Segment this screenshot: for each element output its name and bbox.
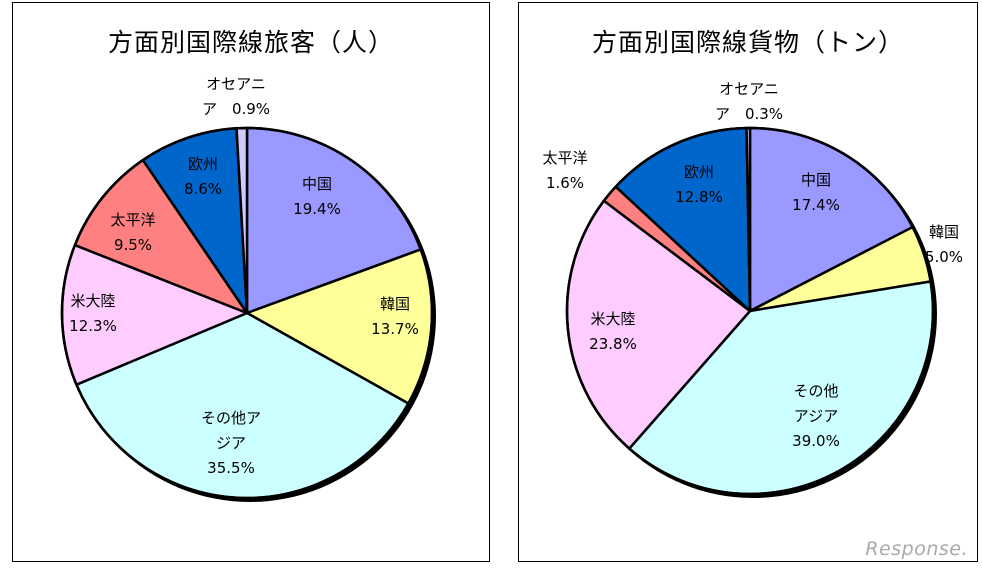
cargo-pie-outline [565,126,935,496]
cargo-chart-title: 方面別国際線貨物（トン） [591,28,904,57]
cargo-label-oceania: オセアニア 0.3% [715,80,783,123]
passenger-chart-title: 方面別国際線旅客（人） [107,28,394,57]
cargo-label-americas: 米大陸 23.8% [589,310,637,353]
cargo-chart-panel: 方面別国際線貨物（トン） 中国 17.4% 韓国 5.0% その他アジア 39.0% 米大陸… [518,2,978,562]
passenger-label-china: 中国 19.4% [293,175,341,218]
passenger-label-other-asia: その他アジア 35.5% [201,409,261,477]
passenger-pie-outline [60,126,434,500]
cargo-label-pacific: 太平洋 1.6% [542,149,587,192]
cargo-label-china: 中国 17.4% [792,171,840,214]
passenger-pie-chart: 中国 19.4% 韓国 13.7% その他アジア 35.5% 米大陸 12.3% 太平洋 9.5%… [60,75,436,502]
passenger-label-pacific: 太平洋 9.5% [110,211,155,254]
cargo-pie-chart: 中国 17.4% 韓国 5.0% その他アジア 39.0% 米大陸 23.8% 太平洋 1.6% 欧… [542,80,963,498]
cargo-label-other-asia: その他アジア 39.0% [792,382,840,450]
passenger-label-americas: 米大陸 12.3% [69,292,117,335]
response-watermark: Response. [865,538,968,560]
passenger-label-europe: 欧州 8.6% [184,155,222,198]
cargo-label-europe: 欧州 12.8% [675,163,723,206]
passenger-label-oceania: オセアニア 0.9% [202,75,270,118]
passenger-chart-panel: 方面別国際線旅客（人） 中国 19.4% 韓国 13.7% その他アジア 35.5% 米大陸… [12,2,490,562]
cargo-label-korea: 韓国 5.0% [925,223,963,266]
passenger-label-korea: 韓国 13.7% [371,295,419,338]
